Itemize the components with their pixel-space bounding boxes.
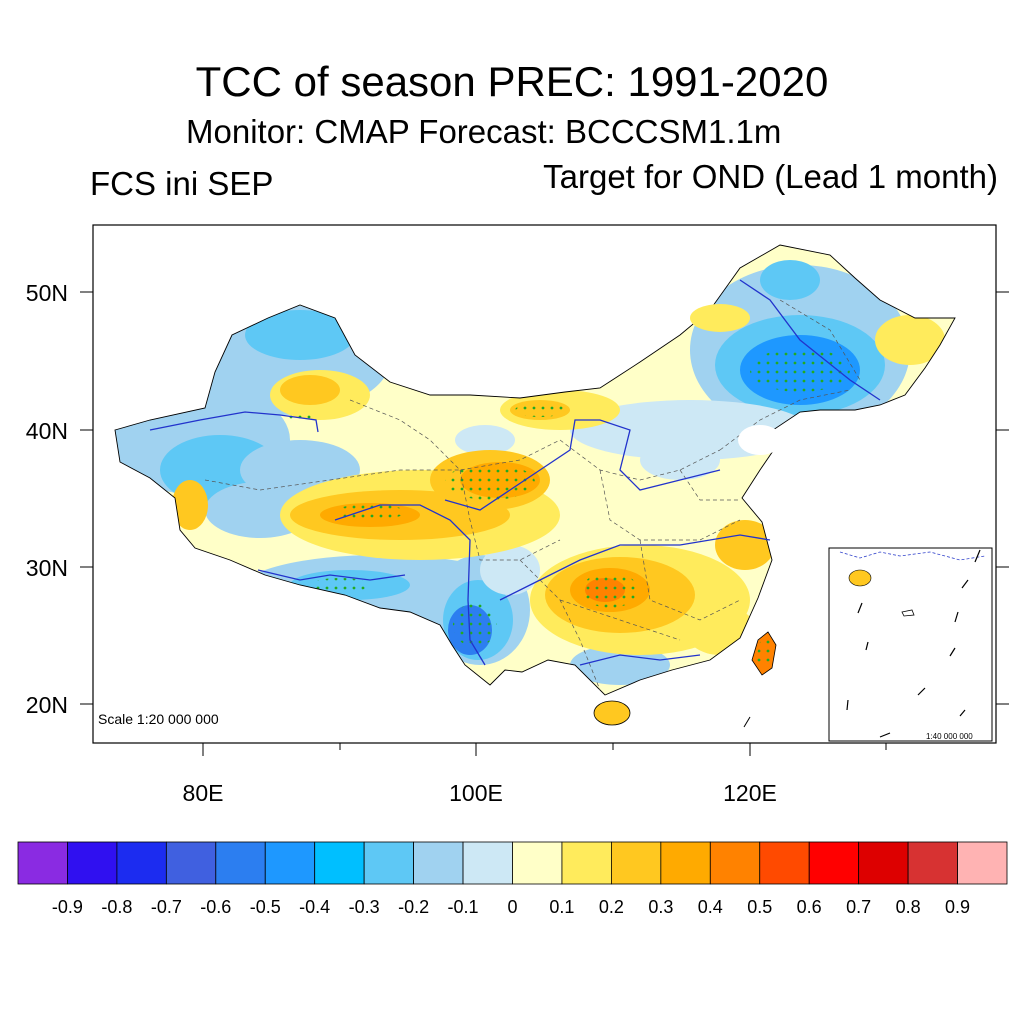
- rivers: [149, 279, 881, 666]
- colorbar-tick-label: -0.4: [299, 897, 331, 917]
- lat-label-30n: 30N: [25, 555, 68, 581]
- colorbar-tick-label: 0.8: [895, 897, 921, 917]
- china-outline: [114, 244, 956, 696]
- colorbar-tick-label: -0.2: [398, 897, 430, 917]
- colorbar-tick-label: 0.3: [648, 897, 674, 917]
- left-label: FCS ini SEP: [90, 165, 274, 202]
- colorbar-tick-label: -0.6: [200, 897, 232, 917]
- lon-label-80e: 80E: [182, 780, 224, 806]
- colorbar-box: [858, 841, 909, 885]
- colorbar-box: [808, 841, 860, 885]
- colorbar-box: [957, 841, 1008, 885]
- bohai-sea: [738, 425, 782, 455]
- colorbar-box: [907, 841, 958, 885]
- colorbar-box: [561, 841, 612, 885]
- colorbar-box: [611, 841, 662, 885]
- colorbar-tick-label: -0.7: [150, 897, 182, 917]
- colorbar-box: [67, 841, 118, 885]
- map-title: TCC of season PREC: 1991-2020: [195, 58, 829, 105]
- colorbar-box: [264, 841, 316, 885]
- ne-coast-patch: [690, 304, 750, 332]
- colorbar-box: [165, 841, 217, 885]
- colorbar-box: [660, 841, 711, 885]
- colorbar-box: [116, 841, 167, 885]
- colorbar-tick-label: -0.5: [249, 897, 281, 917]
- colorbar-tick-label: 0.9: [945, 897, 971, 917]
- hainan-island: [593, 700, 631, 726]
- colorbar: [17, 841, 1008, 885]
- colorbar-tick-label: -0.3: [348, 897, 380, 917]
- right-label: Target for OND (Lead 1 month): [543, 158, 998, 195]
- axis-ticks: [80, 291, 1009, 756]
- colorbar-box: [215, 841, 266, 885]
- colorbar-tick-label: 0.6: [796, 897, 822, 917]
- colorbar-tick-label: 0.5: [747, 897, 773, 917]
- colorbar-tick-label: 0.1: [549, 897, 575, 917]
- lat-label-50n: 50N: [25, 280, 68, 306]
- lon-label-100e: 100E: [449, 780, 503, 806]
- sea-dashes: [743, 716, 751, 728]
- lon-label-120e: 120E: [723, 780, 777, 806]
- colorbar-tick-label: -0.9: [51, 897, 83, 917]
- colorbar-box: [363, 841, 414, 885]
- colorbar-box: [759, 841, 810, 885]
- colorbar-box: [709, 841, 761, 885]
- colorbar-tick-label: -0.1: [447, 897, 479, 917]
- colorbar-tick-label: 0: [507, 897, 518, 917]
- lat-label-40n: 40N: [25, 418, 68, 444]
- colorbar-tick-label: 0.4: [697, 897, 723, 917]
- colorbar-box: [413, 841, 464, 885]
- scale-text: Scale 1:20 000 000: [98, 711, 219, 727]
- inset-scale-text: 1:40 000 000: [926, 732, 973, 741]
- colorbar-tick-label: 0.2: [598, 897, 624, 917]
- colorbar-tick-label: -0.8: [101, 897, 133, 917]
- map-subtitle: Monitor: CMAP Forecast: BCCCSM1.1m: [186, 113, 782, 150]
- colorbar-box: [512, 841, 563, 885]
- colorbar-box: [17, 841, 68, 885]
- colorbar-tick-label: 0.7: [846, 897, 872, 917]
- colorbar-box: [462, 841, 513, 885]
- colorbar-box: [314, 841, 365, 885]
- lat-label-20n: 20N: [25, 692, 68, 718]
